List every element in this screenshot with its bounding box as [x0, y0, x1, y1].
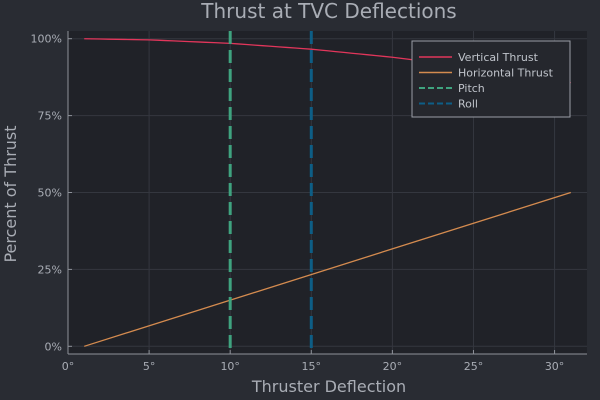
x-tick-label: 30°: [545, 360, 565, 373]
x-tick-label: 15°: [302, 360, 322, 373]
ticks: 0° 5° 10° 15° 20° 25° 30° 0% 25% 50% 75% 100%: [31, 33, 565, 373]
legend-label-pitch: Pitch: [458, 82, 485, 95]
y-tick-label: 0%: [45, 340, 62, 353]
x-tick-label: 5°: [143, 360, 156, 373]
x-axis-title: Thruster Deflection: [251, 377, 406, 396]
x-tick-label: 25°: [464, 360, 484, 373]
x-tick-label: 0°: [62, 360, 75, 373]
legend-label-vertical-thrust: Vertical Thrust: [458, 51, 539, 64]
y-tick-label: 75%: [38, 110, 62, 123]
y-tick-label: 50%: [38, 187, 62, 200]
x-tick-label: 20°: [383, 360, 403, 373]
horizontal-thrust-line: [84, 191, 571, 347]
legend-label-horizontal-thrust: Horizontal Thrust: [458, 67, 554, 80]
y-axis-title: Percent of Thrust: [1, 125, 20, 262]
y-tick-label: 100%: [31, 33, 62, 46]
y-tick-label: 25%: [38, 263, 62, 276]
chart-title: Thrust at TVC Deflections: [200, 0, 456, 23]
x-tick-label: 10°: [220, 360, 240, 373]
legend-label-roll: Roll: [458, 98, 478, 111]
legend: Vertical Thrust Horizontal Thrust Pitch Rol…: [411, 40, 571, 118]
